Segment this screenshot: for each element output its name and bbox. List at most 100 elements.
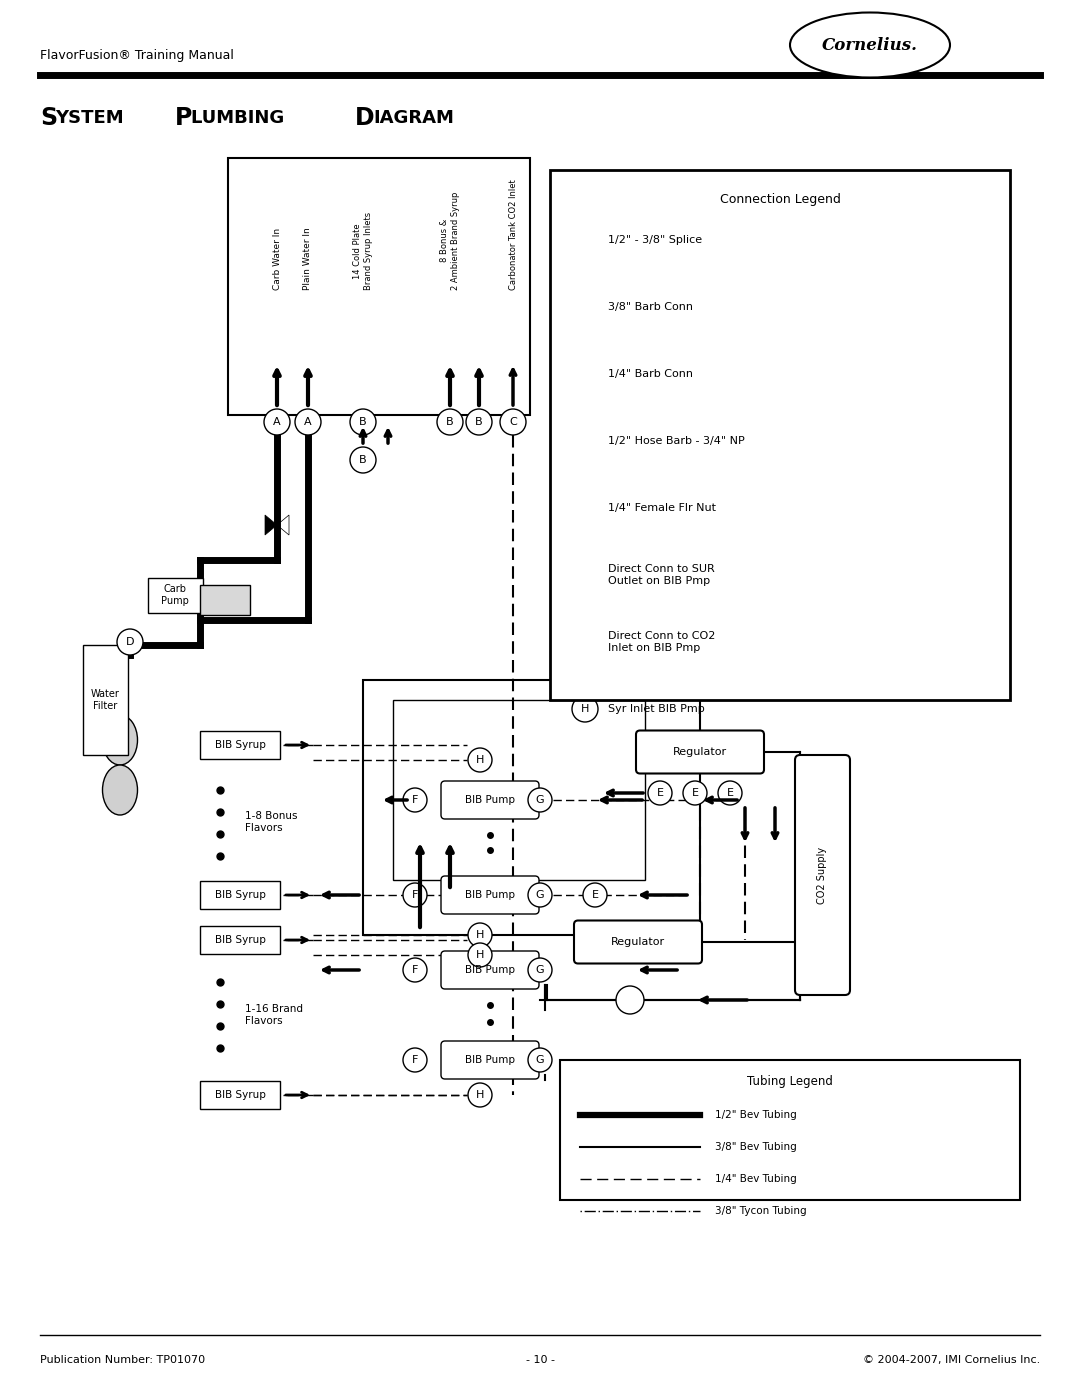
- FancyBboxPatch shape: [795, 754, 850, 995]
- Circle shape: [572, 360, 598, 387]
- Text: Carbonator Tank CO2 Inlet: Carbonator Tank CO2 Inlet: [509, 179, 517, 291]
- Circle shape: [683, 781, 707, 805]
- Text: 3/8" Barb Conn: 3/8" Barb Conn: [608, 302, 693, 312]
- Text: F: F: [411, 1055, 418, 1065]
- Text: H: H: [476, 754, 484, 766]
- Text: 1/2" Hose Barb - 3/4" NP: 1/2" Hose Barb - 3/4" NP: [608, 436, 745, 446]
- Text: Plain Water In: Plain Water In: [303, 228, 312, 291]
- Text: YSTEM: YSTEM: [55, 109, 130, 127]
- Text: 1/4" Barb Conn: 1/4" Barb Conn: [608, 369, 693, 379]
- Circle shape: [572, 495, 598, 521]
- Text: Direct Conn to SUR
Outlet on BIB Pmp: Direct Conn to SUR Outlet on BIB Pmp: [608, 564, 715, 587]
- Circle shape: [468, 1083, 492, 1106]
- Text: S: S: [40, 106, 57, 130]
- FancyBboxPatch shape: [441, 781, 539, 819]
- Ellipse shape: [103, 715, 137, 766]
- Text: B: B: [581, 302, 589, 312]
- Ellipse shape: [103, 766, 137, 814]
- Text: 1/4" Female Flr Nut: 1/4" Female Flr Nut: [608, 503, 716, 513]
- Circle shape: [572, 226, 598, 253]
- Text: B: B: [446, 416, 454, 427]
- Text: - 10 -: - 10 -: [526, 1355, 554, 1365]
- Text: E: E: [727, 788, 733, 798]
- Bar: [200, 1081, 280, 1109]
- Circle shape: [350, 447, 376, 474]
- Text: H: H: [476, 950, 484, 960]
- Text: BIB Syrup: BIB Syrup: [215, 935, 266, 944]
- Circle shape: [465, 409, 492, 434]
- Circle shape: [264, 409, 291, 434]
- Polygon shape: [265, 515, 276, 535]
- Text: IAGRAM: IAGRAM: [373, 109, 454, 127]
- Text: 14 Cold Plate
Brand Syrup Inlets: 14 Cold Plate Brand Syrup Inlets: [353, 212, 373, 291]
- Text: Regulator: Regulator: [673, 747, 727, 757]
- Text: FlavorFusion® Training Manual: FlavorFusion® Training Manual: [40, 49, 234, 61]
- Circle shape: [403, 1048, 427, 1071]
- Bar: [200, 926, 280, 954]
- Circle shape: [295, 409, 321, 434]
- Circle shape: [572, 629, 598, 655]
- Text: Direct Conn to CO2
Inlet on BIB Pmp: Direct Conn to CO2 Inlet on BIB Pmp: [608, 631, 715, 654]
- Text: BIB Pump: BIB Pump: [465, 890, 515, 900]
- Circle shape: [718, 781, 742, 805]
- Text: Regulator: Regulator: [611, 937, 665, 947]
- Text: G: G: [536, 965, 544, 975]
- Bar: [148, 577, 203, 612]
- Text: Connection Legend: Connection Legend: [719, 194, 840, 207]
- Text: BIB Syrup: BIB Syrup: [215, 890, 266, 900]
- Text: A: A: [581, 235, 589, 244]
- Text: C: C: [581, 369, 589, 379]
- Bar: [228, 158, 530, 415]
- FancyBboxPatch shape: [441, 1041, 539, 1078]
- Bar: [561, 1060, 1020, 1200]
- Text: BIB Syrup: BIB Syrup: [215, 1090, 266, 1099]
- Text: G: G: [581, 637, 590, 647]
- Circle shape: [403, 788, 427, 812]
- FancyBboxPatch shape: [441, 876, 539, 914]
- Text: D: D: [355, 106, 375, 130]
- Text: BIB Pump: BIB Pump: [465, 1055, 515, 1065]
- Circle shape: [528, 883, 552, 907]
- Text: D: D: [125, 637, 134, 647]
- Text: F: F: [411, 965, 418, 975]
- Text: Cornelius.: Cornelius.: [822, 36, 918, 53]
- Circle shape: [468, 747, 492, 773]
- Bar: [200, 731, 280, 759]
- Ellipse shape: [789, 13, 950, 77]
- Text: P: P: [175, 106, 192, 130]
- Circle shape: [572, 293, 598, 320]
- Text: C: C: [509, 416, 517, 427]
- Circle shape: [403, 958, 427, 982]
- Text: B: B: [475, 416, 483, 427]
- Circle shape: [117, 629, 143, 655]
- Text: E: E: [592, 890, 598, 900]
- Text: Publication Number: TP01070: Publication Number: TP01070: [40, 1355, 205, 1365]
- Text: 8 Bonus &
2 Ambient Brand Syrup: 8 Bonus & 2 Ambient Brand Syrup: [440, 191, 460, 291]
- Circle shape: [528, 1048, 552, 1071]
- Text: CO2 Supply: CO2 Supply: [816, 847, 827, 904]
- Text: LUMBING: LUMBING: [191, 109, 291, 127]
- Circle shape: [528, 788, 552, 812]
- Text: D: D: [581, 436, 590, 446]
- Text: 3/8" Tycon Tubing: 3/8" Tycon Tubing: [715, 1206, 807, 1215]
- Text: G: G: [536, 890, 544, 900]
- Text: G: G: [536, 795, 544, 805]
- Bar: [550, 170, 1010, 700]
- Circle shape: [583, 883, 607, 907]
- Text: H: H: [476, 1090, 484, 1099]
- Text: 1/4" Bev Tubing: 1/4" Bev Tubing: [715, 1173, 797, 1185]
- Bar: [393, 700, 645, 880]
- Text: Carb
Pump: Carb Pump: [161, 584, 189, 606]
- Text: A: A: [273, 416, 281, 427]
- Circle shape: [648, 781, 672, 805]
- Circle shape: [350, 409, 376, 434]
- Circle shape: [500, 409, 526, 434]
- Text: F: F: [582, 570, 589, 580]
- Text: G: G: [536, 1055, 544, 1065]
- Text: 1-8 Bonus
Flavors: 1-8 Bonus Flavors: [245, 812, 297, 833]
- Text: Carb Water In: Carb Water In: [272, 228, 282, 291]
- Circle shape: [572, 562, 598, 588]
- FancyBboxPatch shape: [573, 921, 702, 964]
- Circle shape: [572, 696, 598, 722]
- Text: Syr Inlet BIB Pmp: Syr Inlet BIB Pmp: [608, 704, 705, 714]
